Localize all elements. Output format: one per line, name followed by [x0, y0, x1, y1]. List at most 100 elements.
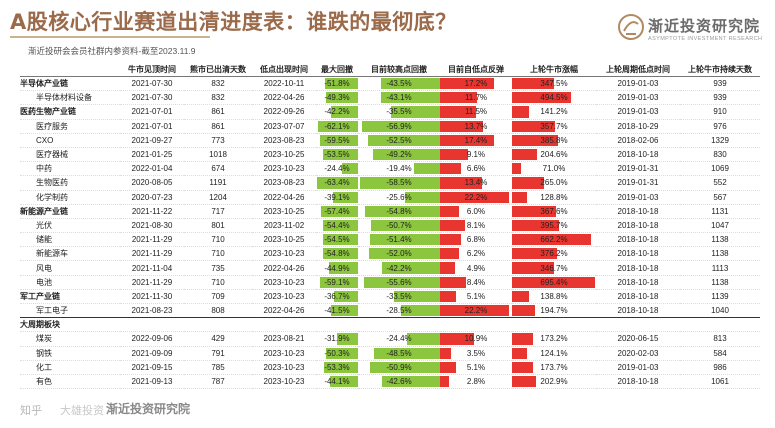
curdd-bar	[391, 106, 440, 118]
cell-days: 709	[184, 289, 252, 305]
cell-curdd: -42.6%	[358, 374, 440, 390]
rebound-bar	[440, 290, 456, 302]
cell-value: -50.3%	[324, 348, 350, 358]
cell-days: 808	[184, 303, 252, 319]
cell-rebound: 9.1%	[440, 147, 512, 163]
footer-source: 知乎	[20, 405, 42, 417]
row-label: 新能源产业链	[20, 204, 120, 219]
cell-rise: 376.2%	[512, 246, 596, 262]
cell-value: -63.4%	[324, 178, 350, 188]
cell-rebound: 6.0%	[440, 204, 512, 219]
cell-value: 395.7%	[540, 220, 568, 230]
cell-low: 2023-08-23	[252, 175, 316, 191]
cell-days: 735	[184, 260, 252, 276]
cell-value: -53.3%	[324, 362, 350, 372]
column-header: 熊市已出清天数	[184, 62, 252, 77]
cell-value: 141.2%	[540, 107, 568, 117]
cell-rise: 265.0%	[512, 175, 596, 191]
maxdd-bar	[342, 163, 358, 175]
cell-peak	[120, 317, 184, 333]
cell-prevlow: 2018-10-18	[596, 260, 680, 276]
cell-value: -48.5%	[386, 348, 412, 358]
cell-days	[184, 317, 252, 333]
row-label: 中药	[20, 161, 120, 177]
maxdd-bar	[319, 134, 358, 146]
cell-days: 791	[184, 346, 252, 361]
rise-bar	[512, 234, 592, 246]
footer-logo: 渐近投资研究院	[106, 402, 191, 416]
row-label: 煤炭	[20, 331, 120, 347]
rebound-bar	[440, 177, 482, 189]
cell-rebound: 5.1%	[440, 289, 512, 305]
cell-low: 2022-09-26	[252, 104, 316, 120]
cell-value: 3.5%	[466, 348, 486, 358]
cell-days: 832	[184, 90, 252, 106]
table-row: 化学制药 2020-07-23 1204 2022-04-26 -39.1% -25.6%…	[20, 190, 760, 205]
cell-maxdd: -24.4%	[316, 161, 358, 177]
cell-prevlow: 2019-01-03	[596, 104, 680, 120]
cell-curdd: -48.5%	[358, 346, 440, 361]
cell-low: 2023-10-23	[252, 246, 316, 262]
cell-rise: 202.9%	[512, 374, 596, 390]
cell-maxdd: -36.7%	[316, 289, 358, 305]
cell-rise: 494.5%	[512, 90, 596, 106]
curdd-bar	[364, 276, 440, 288]
cell-value: 5.1%	[466, 291, 486, 301]
cell-rebound	[440, 317, 512, 333]
cell-rise: 204.6%	[512, 147, 596, 163]
cell-rise: 128.8%	[512, 190, 596, 205]
cell-rise: 138.8%	[512, 289, 596, 305]
maxdd-bar	[337, 333, 358, 345]
cell-rise: 346.7%	[512, 260, 596, 276]
cell-prevdays: 584	[680, 346, 760, 361]
table-row: CXO 2021-09-27 773 2023-08-23 -59.5% -52.5% 17…	[20, 133, 760, 148]
curdd-bar	[373, 347, 440, 359]
row-label: 医药生物产业链	[20, 104, 120, 120]
title-underline	[10, 36, 210, 38]
cell-rebound: 5.1%	[440, 360, 512, 375]
cell-value: 385.8%	[540, 135, 568, 145]
cell-prevdays: 910	[680, 104, 760, 120]
cell-value: -41.5%	[324, 306, 350, 316]
maxdd-bar	[317, 120, 358, 132]
cell-low: 2022-04-26	[252, 190, 316, 205]
cell-value: 4.9%	[466, 263, 486, 273]
cell-value: 11.7%	[464, 93, 488, 103]
cell-peak: 2021-07-01	[120, 104, 184, 120]
rebound-bar	[440, 234, 462, 246]
rise-bar	[512, 219, 560, 232]
cell-rebound: 22.2%	[440, 303, 512, 319]
cell-curdd: -24.4%	[358, 331, 440, 347]
cell-value: -43.5%	[386, 79, 412, 89]
cell-peak: 2021-11-30	[120, 289, 184, 305]
cell-prevdays: 939	[680, 76, 760, 92]
cell-maxdd: -53.3%	[316, 360, 358, 375]
cell-prevlow: 2018-10-18	[596, 289, 680, 305]
cell-rise: 695.4%	[512, 275, 596, 290]
cell-curdd: -43.5%	[358, 76, 440, 92]
rise-bar	[512, 134, 559, 146]
row-label: 半导体产业链	[20, 76, 120, 92]
group-row: 军工产业链 2021-11-30 709 2023-10-23 -36.7% -33.5%…	[20, 289, 760, 305]
column-header	[20, 62, 120, 77]
cell-maxdd	[316, 317, 358, 333]
cell-curdd: -19.4%	[358, 161, 440, 177]
cell-value: -50.9%	[386, 362, 412, 372]
rebound-bar	[440, 262, 456, 274]
cell-value: -51.4%	[386, 235, 412, 245]
cell-maxdd: -51.8%	[316, 76, 358, 92]
cell-value: 194.7%	[540, 306, 568, 316]
cell-curdd: -33.5%	[358, 289, 440, 305]
rise-bar	[512, 361, 533, 373]
rebound-bar	[440, 219, 466, 232]
table-row: 化工 2021-09-15 785 2023-10-23 -53.3% -50.9% 5.1…	[20, 360, 760, 375]
cell-value: 6.2%	[466, 249, 486, 259]
cell-curdd: -42.2%	[358, 260, 440, 276]
cell-maxdd: -59.5%	[316, 133, 358, 148]
cell-days: 717	[184, 204, 252, 219]
cell-maxdd: -31.9%	[316, 331, 358, 347]
cell-value: -31.9%	[324, 334, 350, 344]
cell-prevlow: 2018-10-18	[596, 374, 680, 390]
cell-prevdays: 986	[680, 360, 760, 375]
cell-prevlow: 2018-10-18	[596, 232, 680, 248]
